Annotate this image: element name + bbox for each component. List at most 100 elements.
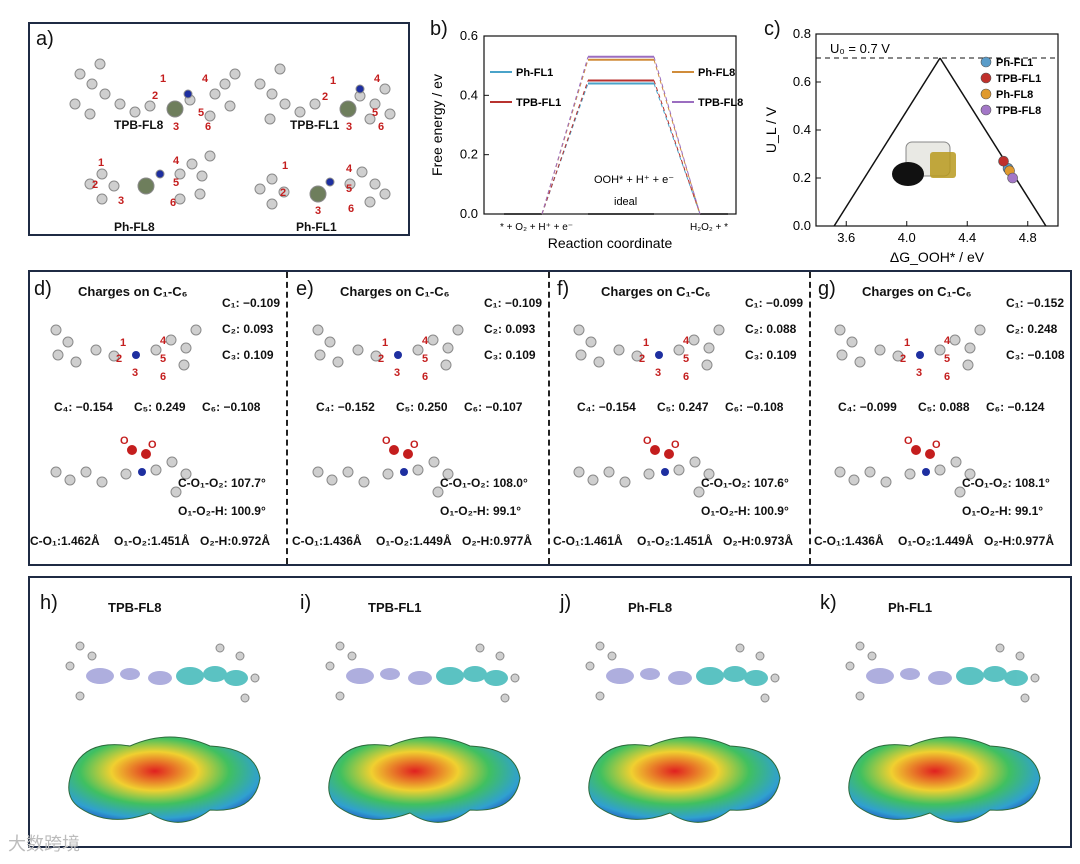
molecule-ph-fl8	[84, 150, 216, 205]
bond-c-o1: C-O₁:1.461Å	[553, 534, 623, 548]
charge-c5: C₅: 0.247	[657, 400, 709, 414]
angle-o1-o2-h: O₁-O₂-H: 99.1°	[962, 504, 1044, 518]
svg-text:2: 2	[378, 353, 384, 365]
svg-text:3: 3	[132, 367, 138, 379]
u0-label: U₀ = 0.7 V	[830, 41, 890, 56]
svg-text:1: 1	[120, 337, 126, 349]
y-tick-label: 0.0	[460, 206, 478, 221]
y-axis-label: Free energy / ev	[429, 74, 445, 176]
bond-o2-h: O₂-H:0.977Å	[984, 534, 1055, 548]
charge-c4: C₄: −0.154	[54, 400, 113, 414]
legend-label: TPB-FL8	[698, 97, 743, 109]
svg-text:O: O	[410, 439, 419, 451]
panel-a-structures: 1 2 3 4 5 6 1 2 3 4 5 6 1 2 3 4 5	[69, 58, 396, 217]
charges-section	[28, 270, 1072, 566]
x-tick-label: 4.4	[958, 230, 976, 245]
esp-title: TPB-FL8	[108, 600, 162, 615]
svg-text:1: 1	[282, 160, 288, 172]
svg-text:5: 5	[198, 107, 204, 119]
panel-label: e)	[296, 278, 314, 300]
series-connector	[653, 83, 701, 215]
svg-text:3: 3	[315, 205, 321, 217]
charge-c5: C₅: 0.088	[918, 400, 970, 414]
y-tick-label: 0.4	[460, 87, 478, 102]
volcano-right	[939, 57, 1047, 227]
svg-text:6: 6	[378, 121, 384, 133]
y-axis-label: U_L / V	[763, 106, 779, 153]
charges-title: Charges on C₁-C₆	[862, 284, 972, 299]
angle-o1-o2-h: O₁-O₂-H: 100.9°	[701, 504, 789, 518]
panel-label: b)	[430, 18, 448, 40]
charges-title: Charges on C₁-C₆	[78, 284, 188, 299]
svg-text:O: O	[671, 439, 680, 451]
panel-label: k)	[820, 592, 837, 614]
charge-c6: C₆: −0.108	[725, 400, 784, 414]
svg-text:6: 6	[348, 203, 354, 215]
volcano-chart: 0.0 0.2 0.4 0.6 0.8 3.6 4.0 4.4 4.8 U_L / V ΔG_OOH…	[763, 26, 1059, 265]
esp-section	[28, 576, 1072, 848]
svg-text:1: 1	[382, 337, 388, 349]
panel-label: d)	[34, 278, 52, 300]
charge-c4: C₄: −0.152	[316, 400, 375, 414]
esp-panel: k) Ph-FL1	[820, 586, 1064, 842]
svg-text:6: 6	[170, 197, 176, 209]
molecule-structure: 1 2 3 4 5 6	[312, 324, 464, 383]
bond-o2-h: O₂-H:0.973Å	[723, 534, 794, 548]
svg-text:O: O	[148, 439, 157, 451]
svg-text:1: 1	[904, 337, 910, 349]
bond-o2-h: O₂-H:0.977Å	[462, 534, 533, 548]
y-tick-label: 0.4	[793, 122, 811, 137]
esp-panel: i) TPB-FL1	[300, 586, 544, 842]
molecule-structure: 1 2 3 4 5 6	[834, 324, 986, 383]
charges-title: Charges on C₁-C₆	[601, 284, 711, 299]
svg-text:4: 4	[346, 163, 353, 175]
ooh-structure: O O	[50, 435, 192, 498]
panel-label: j)	[560, 592, 572, 614]
legend-label: TPB-FL1	[996, 73, 1041, 85]
legend-marker	[980, 56, 992, 68]
panel-a: a) 1 2 3 4 5 6 1 2 3 4 5 6	[28, 22, 410, 236]
svg-text:2: 2	[322, 91, 328, 103]
bond-o1-o2: O₁-O₂:1.449Å	[898, 534, 974, 548]
state-label-mid: OOH* + H⁺ + e⁻	[594, 174, 674, 186]
charge-panel: g) Charges on C₁-C₆ C₁: −0.152 C₂: 0.248…	[814, 272, 1072, 564]
svg-text:5: 5	[160, 353, 166, 365]
series-connector	[541, 80, 589, 215]
y-tick-label: 0.6	[460, 28, 478, 43]
molecule-ph-fl1	[254, 166, 391, 210]
svg-text:4: 4	[202, 73, 209, 85]
legend-label: Ph-FL8	[996, 89, 1033, 101]
svg-text:2: 2	[280, 187, 286, 199]
panel-c: c) 0.0 0.2 0.4 0.6 0.8 3.6 4.0 4.4 4.8 U_L / V ΔG_…	[758, 14, 1074, 270]
esp-surface	[848, 736, 1041, 823]
x-tick-label: 4.8	[1019, 230, 1037, 245]
angle-c-o1-o2: C-O₁-O₂: 107.7°	[178, 476, 266, 490]
angle-c-o1-o2: C-O₁-O₂: 108.1°	[962, 476, 1050, 490]
svg-text:1: 1	[643, 337, 649, 349]
legend-marker	[980, 104, 992, 116]
svg-text:5: 5	[683, 353, 689, 365]
charge-c3: C₃: 0.109	[484, 348, 536, 362]
charge-c6: C₆: −0.107	[464, 400, 523, 414]
charge-c6: C₆: −0.124	[986, 400, 1045, 414]
ideal-label: ideal	[614, 196, 637, 208]
charge-c1: C₁: −0.109	[484, 296, 542, 310]
series-connector	[541, 56, 589, 215]
svg-text:O: O	[643, 435, 652, 447]
y-tick-label: 0.0	[793, 218, 811, 233]
legend-label: TPB-FL8	[996, 105, 1041, 117]
svg-text:O: O	[120, 435, 129, 447]
panel-label: f)	[557, 278, 570, 300]
charge-c1: C₁: −0.109	[222, 296, 280, 310]
panel-label: c)	[764, 18, 781, 40]
charge-panel: f) Charges on C₁-C₆ C₁: −0.099 C₂: 0.088…	[553, 272, 811, 564]
svg-text:3: 3	[916, 367, 922, 379]
esp-title: TPB-FL1	[368, 600, 422, 615]
legend-label: TPB-FL1	[516, 97, 561, 109]
y-tick-label: 0.2	[460, 147, 478, 162]
svg-text:3: 3	[655, 367, 661, 379]
charge-c5: C₅: 0.250	[396, 400, 448, 414]
svg-text:3: 3	[346, 121, 352, 133]
bond-o1-o2: O₁-O₂:1.449Å	[376, 534, 452, 548]
svg-text:3: 3	[394, 367, 400, 379]
